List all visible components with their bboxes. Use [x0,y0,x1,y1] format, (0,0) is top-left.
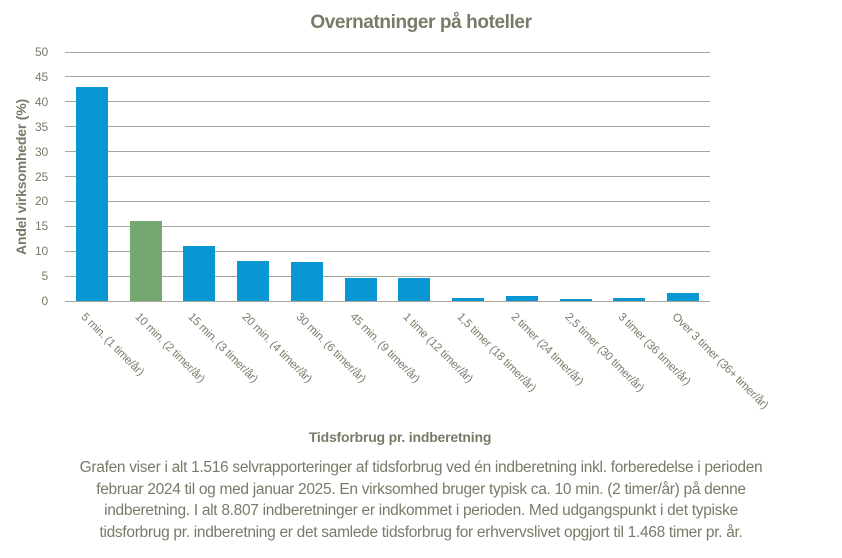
bar-4 [237,261,270,301]
y-tick-label: 40 [35,94,48,109]
bar-5 [290,262,323,301]
gridline [65,200,710,202]
y-tick-label: 25 [35,169,48,184]
footer-line: tidsforbrug pr. indberetning er det saml… [99,523,743,541]
gridline [65,101,710,103]
bar-7 [398,278,431,301]
y-tick-label: 45 [35,69,48,84]
bar-9 [505,296,538,301]
bar-12 [667,292,700,301]
gridline [65,126,710,128]
gridline [65,275,710,277]
bar-8 [452,297,485,301]
bar-2 [129,221,162,301]
footer-line: Grafen viser i alt 1.516 selvrapporterin… [79,459,763,476]
y-tick-label: 15 [35,219,48,234]
y-tick-label: 50 [35,45,48,59]
bar-1 [75,86,108,301]
bar-6 [344,278,377,301]
y-tick-label: 0 [41,294,49,308]
x-axis-line [65,300,710,302]
y-tick-label: 35 [35,119,48,134]
gridline [65,176,710,177]
footer-line: indberetning. I alt 8.807 indberetninger… [104,502,738,519]
bar-10 [559,298,592,301]
y-tick-label: 5 [41,269,49,284]
y-tick-label: 30 [35,144,48,159]
bar-11 [613,297,646,301]
y-tick-label: 10 [35,244,48,259]
x-tick-label: Over 3 timer (36+ timer/år) [669,311,771,412]
bar-3 [183,246,216,301]
gridline [65,151,710,153]
chart-title: Overnatninger på hoteller [310,12,532,33]
footer-line: februar 2024 til og med januar 2025. En … [96,480,746,498]
y-tick-label: 20 [35,194,48,209]
gridline [65,51,710,53]
gridline [65,76,710,78]
gridline [65,250,710,252]
footer-note: Grafen viser i alt 1.516 selvrapporterin… [10,457,832,543]
gridline [65,225,710,227]
x-axis-title: Tidsforbrug pr. indberetning [308,429,492,445]
